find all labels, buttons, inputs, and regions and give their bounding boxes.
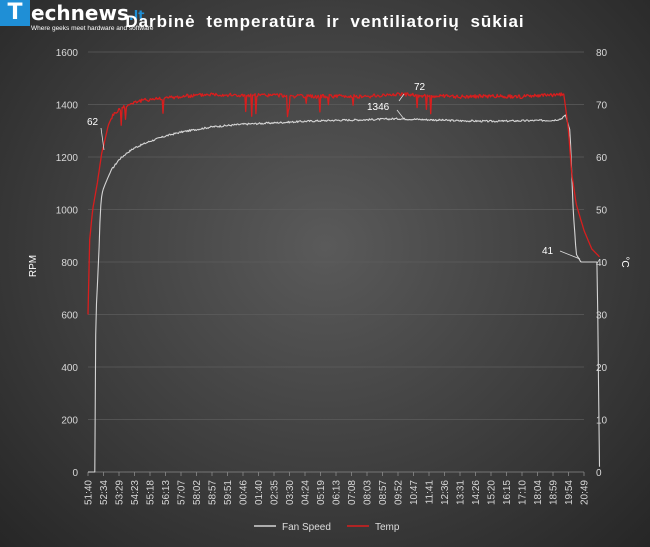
x-tick-label: 59:51 [223,480,234,505]
series-line-temp [87,92,600,315]
annotation-temp-peak: 72 [414,82,426,93]
y-tick-label: 1600 [56,48,79,59]
y-tick-label: 200 [61,416,78,427]
y2-tick-label: 20 [596,363,608,374]
annotation-fan-peak: 1346 [367,102,390,113]
legend-fan-label: Fan Speed [282,522,331,533]
annotation-temp-start: 62 [87,117,99,128]
x-tick-label: 53:29 [115,480,126,505]
x-tick-label: 15:20 [487,480,498,505]
logo-name-text: echnews [31,1,129,25]
series-group [87,92,601,473]
logo-tagline: Where geeks meet hardware and software [31,25,154,32]
logo-suffix: .lt [128,9,145,24]
annotation-temp-end: 41 [542,246,554,257]
x-axis-ticks: 51:40 52:34 53:29 54:23 55:18 56:13 57:07 58:02… [84,472,591,505]
logo-box: T [0,0,30,26]
x-tick-label: 05:19 [316,480,327,505]
x-tick-label: 06:13 [332,480,343,505]
legend-temp-label: Temp [375,522,400,533]
x-tick-label: 57:07 [177,480,188,505]
x-tick-label: 54:23 [130,480,141,505]
x-tick-label: 00:46 [239,480,250,505]
y2-tick-label: 0 [596,468,602,479]
x-tick-label: 08:57 [378,480,389,505]
y-tick-label: 0 [72,468,78,479]
y2-tick-label: 80 [596,48,608,59]
y2-tick-label: 70 [596,101,608,112]
x-tick-label: 20:49 [580,480,591,505]
x-tick-label: 08:03 [363,480,374,505]
x-tick-label: 55:18 [146,480,157,505]
annotations: 62 72 1346 41 [87,82,581,260]
x-tick-label: 10:47 [409,480,420,505]
y-tick-label: 1200 [56,153,79,164]
x-tick-label: 04:24 [301,480,312,505]
y-tick-label: 1000 [56,206,79,217]
series-line-fan-speed [88,114,601,473]
logo-name: echnews.lt [31,1,144,25]
site-logo[interactable]: T echnews.lt Where geeks meet hardware a… [0,0,154,40]
x-tick-label: 14:26 [471,480,482,505]
y-axis-label: RPM [28,255,39,277]
x-tick-label: 18:59 [549,480,560,505]
y-axis-ticks: 0 200 400 600 800 1000 1200 1400 1600 [56,48,79,479]
y2-axis-label: °C [619,256,630,267]
x-tick-label: 18:04 [533,480,544,505]
legend: Fan Speed Temp [254,522,400,533]
x-tick-label: 13:31 [456,480,467,505]
x-tick-label: 02:35 [270,480,281,505]
grid-lines [88,51,584,473]
y-tick-label: 400 [61,363,78,374]
y2-tick-label: 10 [596,416,608,427]
x-tick-label: 58:02 [192,480,203,505]
x-tick-label: 03:30 [285,480,296,505]
x-tick-label: 56:13 [161,480,172,505]
x-tick-label: 12:36 [440,480,451,505]
y2-axis-ticks: 0 10 20 30 40 50 60 70 80 [596,48,608,479]
chart-title: Darbinė temperatūra ir ventiliatorių sūk… [125,12,525,31]
x-tick-label: 58:57 [208,480,219,505]
y-tick-label: 600 [61,311,78,322]
y2-tick-label: 40 [596,258,608,269]
x-tick-label: 07:08 [347,480,358,505]
x-tick-label: 19:54 [564,480,575,505]
y-tick-label: 800 [61,258,78,269]
x-tick-label: 17:10 [518,480,529,505]
x-tick-label: 16:15 [502,480,513,505]
y2-tick-label: 50 [596,206,608,217]
y2-tick-label: 30 [596,311,608,322]
x-tick-label: 51:40 [84,480,95,505]
x-tick-label: 01:40 [254,480,265,505]
x-tick-label: 52:34 [99,480,110,505]
x-tick-label: 09:52 [394,480,405,505]
y-tick-label: 1400 [56,101,79,112]
y2-tick-label: 60 [596,153,608,164]
x-tick-label: 11:41 [425,480,436,505]
